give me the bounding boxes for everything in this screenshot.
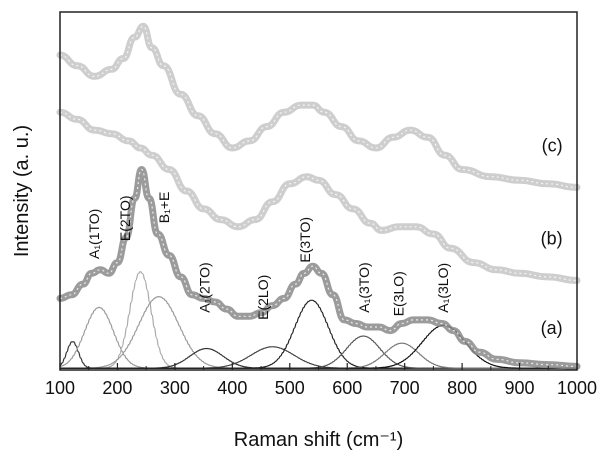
peak-label: A₁(2TO): [196, 262, 212, 312]
spectrum-marker-texture: [59, 111, 578, 282]
peak-label: A₁(3LO): [435, 263, 451, 313]
spectrum-marker-texture: [59, 168, 578, 367]
spectra-series: [56, 22, 581, 370]
x-tick-label: 600: [332, 378, 362, 398]
curve-label: (b): [541, 229, 563, 249]
peak-label: E(3TO): [297, 217, 313, 263]
x-tick-label: 100: [45, 378, 75, 398]
peak-labels: A₁(1TO) E(2TO) B₁+E A₁(2TO) E(2LO) E(3TO) A₁(3…: [86, 192, 451, 320]
x-tick-label: 300: [160, 378, 190, 398]
curve-labels: (c) (b) (a): [541, 136, 563, 339]
spectrum-line: [56, 22, 581, 191]
peak-fit-curve: [59, 341, 577, 369]
peak-label: E(2LO): [255, 275, 271, 320]
x-tick-label: 700: [390, 378, 420, 398]
x-tick-label: 400: [217, 378, 247, 398]
x-axis-title: Raman shift (cm⁻¹): [234, 429, 403, 451]
peak-label: E(2TO): [117, 195, 133, 241]
peak-fit-curve: [60, 335, 577, 369]
y-axis-title: Intensity (a. u.): [11, 125, 33, 257]
x-tick-label: 500: [275, 378, 305, 398]
curve-label: (a): [541, 318, 563, 338]
peak-label: B₁+E: [156, 192, 172, 224]
x-tick-label: 900: [505, 378, 535, 398]
peak-label: A₁(1TO): [86, 209, 102, 259]
peak-fit-curves: [59, 270, 577, 369]
peak-label: A₁(3TO): [356, 262, 372, 312]
x-tick-label: 1000: [557, 378, 597, 398]
peak-fit-curve: [60, 342, 577, 369]
x-ticks: 100 200 300 400 500 600 700 800 900 1000: [45, 363, 597, 398]
peak-fit-curve: [60, 270, 577, 369]
x-tick-label: 800: [447, 378, 477, 398]
curve-label: (c): [542, 136, 563, 156]
x-tick-label: 200: [102, 378, 132, 398]
peak-label: E(3LO): [391, 271, 407, 316]
